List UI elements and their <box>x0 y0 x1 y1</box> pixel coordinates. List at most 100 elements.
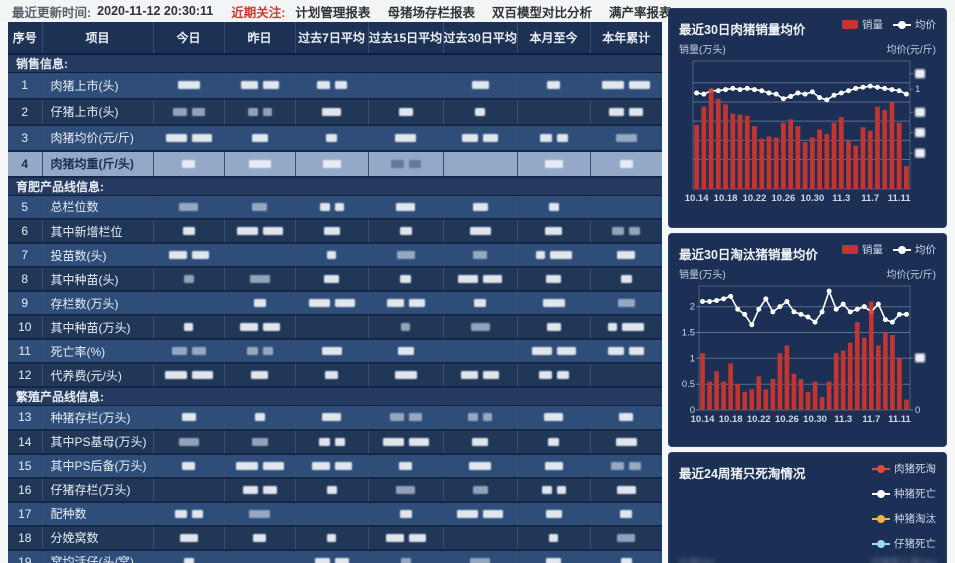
redacted-value-block <box>473 251 487 259</box>
table-cell-redacted <box>368 219 444 244</box>
table-row[interactable]: 15 其中PS后备(万头) <box>8 453 662 479</box>
table-row[interactable]: 6 其中新增栏位 <box>8 219 662 244</box>
redacted-value-block <box>408 299 425 307</box>
table-cell-redacted <box>517 315 591 340</box>
table-cell-redacted <box>153 549 225 563</box>
table-cell-redacted <box>295 267 369 292</box>
column-header: 序号 <box>8 22 43 55</box>
redacted-value-block <box>629 107 644 116</box>
table-cell-redacted <box>517 267 591 292</box>
redacted-value-block <box>556 347 576 355</box>
table-cell-redacted <box>295 339 369 364</box>
table-cell-redacted <box>153 195 225 220</box>
table-row[interactable]: 7 投苗数(头) <box>8 243 662 268</box>
redacted-value-block <box>262 347 273 355</box>
table-row[interactable]: 2 仔猪上市(头) <box>8 98 662 126</box>
table-cell-redacted <box>443 150 518 178</box>
redacted-value-block <box>472 437 488 446</box>
table-cell-redacted <box>224 291 296 316</box>
svg-text:0: 0 <box>915 405 920 416</box>
redacted-value-block <box>617 533 636 542</box>
table-row[interactable]: 4 肉猪均重(斤/头) <box>8 150 662 178</box>
table-cell-redacted <box>517 339 591 364</box>
table-row[interactable]: 10 其中种苗(万头) <box>8 315 662 340</box>
redacted-value-block <box>546 275 561 283</box>
table-row[interactable]: 17 配种数 <box>8 501 662 527</box>
table-cell-redacted <box>590 124 662 152</box>
row-number: 3 <box>8 124 43 152</box>
table-cell-redacted <box>443 363 518 388</box>
table-row[interactable]: 5 总栏位数 <box>8 195 662 220</box>
table-cell-redacted <box>443 549 518 563</box>
legend-item[interactable]: 销量 <box>842 242 883 257</box>
table-cell-redacted <box>443 243 518 268</box>
redacted-value-block <box>546 323 561 331</box>
redacted-value-block <box>401 323 410 331</box>
legend-item[interactable]: 均价 <box>893 17 936 32</box>
chart-title: 最近30日淘汰猪销量均价 <box>679 248 818 262</box>
redacted-value-block <box>619 413 634 422</box>
table-cell-redacted <box>368 291 444 316</box>
topnav-link[interactable]: 母猪场存栏报表 <box>387 5 475 20</box>
table-cell-redacted <box>590 405 662 431</box>
updated-time-label: 最近更新时间: <box>12 5 92 20</box>
redacted-value-block <box>538 371 552 379</box>
table-cell-redacted <box>224 525 296 551</box>
legend-item[interactable]: 仔猪死亡 <box>872 536 936 551</box>
table-row[interactable]: 18 分娩窝数 <box>8 525 662 551</box>
legend-label: 种猪淘汰 <box>894 513 936 525</box>
topnav-link[interactable]: 双百模型对比分析 <box>491 5 592 20</box>
redacted-value-block <box>179 533 198 542</box>
table-row[interactable]: 8 其中种苗(头) <box>8 267 662 292</box>
legend-item[interactable]: 种猪死亡 <box>872 486 936 501</box>
redacted-value-block <box>483 413 492 422</box>
table-row[interactable]: 9 存栏数(万头) <box>8 291 662 316</box>
svg-text:0.5: 0.5 <box>682 379 695 390</box>
redacted-value-block <box>184 323 193 331</box>
redacted-value-block <box>389 413 404 422</box>
table-cell-redacted <box>517 150 591 178</box>
chart-title: 最近30日肉猪销量均价 <box>679 23 806 37</box>
redacted-value-block <box>321 347 342 355</box>
redacted-value-block <box>542 299 565 307</box>
row-item-name: 肉猪均价(元/斤) <box>42 124 154 152</box>
redacted-value-block <box>251 371 268 379</box>
redacted-value-block <box>483 133 498 142</box>
redacted-value-block <box>247 107 258 116</box>
table-row[interactable]: 11 死亡率(%) <box>8 339 662 364</box>
legend-item[interactable]: 销量 <box>842 17 883 32</box>
legend-item[interactable]: 均价 <box>893 242 936 257</box>
table-row[interactable]: 3 肉猪均价(元/斤) <box>8 124 662 152</box>
table-cell-redacted <box>368 98 444 126</box>
redacted-value-block <box>334 557 349 563</box>
left-axis-label: 销量(万头) <box>679 45 726 56</box>
table-row[interactable]: 12 代养费(元/头) <box>8 363 662 388</box>
redacted-value-block <box>311 461 330 470</box>
table-section-row: 销售信息: <box>8 54 662 73</box>
table-cell-redacted <box>295 243 369 268</box>
legend-label: 种猪死亡 <box>894 488 936 500</box>
redacted-value-block <box>191 107 205 116</box>
table-row[interactable]: 14 其中PS基母(万头) <box>8 429 662 455</box>
table-row[interactable]: 19 窝均活仔(头/窝) <box>8 549 662 563</box>
redacted-value-block <box>334 437 345 446</box>
redacted-value-block <box>535 251 545 259</box>
redacted-value-block <box>326 133 337 142</box>
redacted-value-block <box>470 323 490 331</box>
redacted-value-block <box>386 299 404 307</box>
chart-canvas: 21.510.50 010.14 10.18 10.22 10.26 10.30 11.3 1… <box>682 285 925 425</box>
svg-text:11.3: 11.3 <box>832 193 850 204</box>
redacted-value-block <box>239 323 258 331</box>
legend-line-marker <box>872 464 890 473</box>
legend-item[interactable]: 肉猪死淘 <box>872 461 936 476</box>
table-cell-redacted <box>224 477 296 503</box>
table-row[interactable]: 1 肉猪上市(头) <box>8 72 662 100</box>
legend-item[interactable]: 种猪淘汰 <box>872 511 936 526</box>
legend-label: 均价 <box>915 19 936 31</box>
topnav-link[interactable]: 满产率报表 <box>608 5 672 20</box>
table-row[interactable]: 13 种猪存栏(万头) <box>8 405 662 431</box>
topnav-link[interactable]: 计划管理报表 <box>295 5 371 20</box>
table-row[interactable]: 16 仔猪存栏(万头) <box>8 477 662 503</box>
redacted-value-block <box>322 107 341 116</box>
